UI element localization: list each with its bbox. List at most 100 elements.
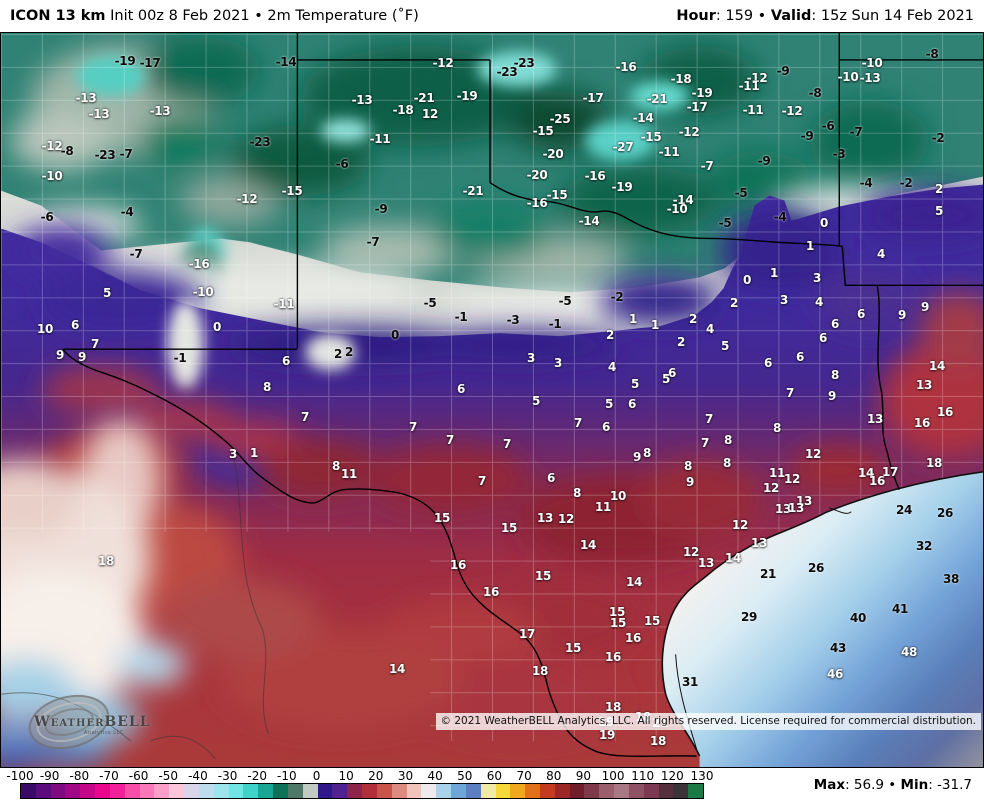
colorbar-segment xyxy=(673,784,689,798)
colorbar-tick-label: 20 xyxy=(368,769,384,783)
colorbar-tick-label: -50 xyxy=(158,769,179,783)
colorbar-segment xyxy=(302,784,318,798)
colorbar-segment xyxy=(109,784,125,798)
header-bar: ICON 13 km Init 00z 8 Feb 2021 • 2m Temp… xyxy=(0,0,984,32)
colorbar-tick-label: -90 xyxy=(39,769,60,783)
colorbar-segment xyxy=(347,784,363,798)
colorbar-segment xyxy=(628,784,644,798)
header-valid: Hour: 159 • Valid: 15z Sun 14 Feb 2021 xyxy=(676,8,974,24)
temperature-map[interactable] xyxy=(0,32,984,768)
header-bullet-2: • xyxy=(757,8,767,24)
model-name: ICON 13 km xyxy=(10,8,106,24)
colorbar-tick-label: -40 xyxy=(188,769,208,783)
colorbar-segment xyxy=(436,784,452,798)
colorbar-tick-label: 80 xyxy=(546,769,562,783)
max-min-readout: Max: 56.9 • Min: -31.7 xyxy=(814,777,972,793)
colorbar-segment xyxy=(599,784,615,798)
colorbar-segment xyxy=(65,784,81,798)
colorbar-tick-label: 60 xyxy=(486,769,503,783)
colorbar-segment xyxy=(614,784,629,798)
colorbar-segment xyxy=(80,784,96,798)
colorbar-tick-label: -80 xyxy=(69,769,90,783)
colorbar-tick-label: 50 xyxy=(457,769,473,783)
colorbar-segment xyxy=(451,784,466,798)
colorbar-segment xyxy=(495,784,511,798)
colorbar-ticks: -100 -90 -80 -70 -60 -50 -40 -30 -20 -10 0 10 20 30 40… xyxy=(0,769,760,783)
colorbar-tick-label: -70 xyxy=(99,769,119,783)
logo-subtext: Analytics LLC xyxy=(84,730,124,736)
colorbar-segment xyxy=(35,784,51,798)
colorbar-segment xyxy=(243,784,259,798)
colorbar-segment xyxy=(584,784,600,798)
colorbar-segment xyxy=(258,784,274,798)
colorbar-tick-label: 130 xyxy=(690,769,714,783)
colorbar-segment xyxy=(525,784,540,798)
max-value: : 56.9 xyxy=(845,777,889,793)
max-label: Max xyxy=(813,777,846,793)
colorbar-segment xyxy=(21,784,36,798)
colorbar-segment xyxy=(658,784,674,798)
colorbar-tick-label: 30 xyxy=(397,769,414,783)
colorbar xyxy=(20,783,704,799)
colorbar-segment xyxy=(480,784,496,798)
colorbar-segment xyxy=(213,784,229,798)
footer-bullet: • xyxy=(888,777,897,793)
colorbar-tick-label: -10 xyxy=(277,769,297,783)
init-time: Init 00z 8 Feb 2021 xyxy=(105,8,255,24)
colorbar-segment xyxy=(376,784,392,798)
temperature-field-svg xyxy=(1,33,983,767)
colorbar-segment xyxy=(273,784,288,798)
colorbar-tick-label: 40 xyxy=(427,769,443,783)
weatherbell-logo: WeatherBELL Analytics LLC xyxy=(20,686,150,758)
header-title: ICON 13 km Init 00z 8 Feb 2021 • 2m Temp… xyxy=(10,8,419,24)
colorbar-tick-label: 90 xyxy=(575,769,592,783)
hour-value: : 159 xyxy=(715,8,758,24)
colorbar-segment xyxy=(465,784,481,798)
colorbar-segment xyxy=(688,784,704,798)
copyright-notice: © 2021 WeatherBELL Analytics, LLC. All r… xyxy=(435,713,981,730)
valid-label: Valid xyxy=(770,8,812,24)
colorbar-tick-label: -30 xyxy=(217,769,238,783)
colorbar-segment xyxy=(391,784,407,798)
colorbar-segment xyxy=(317,784,333,798)
colorbar-tick-label: 70 xyxy=(516,769,532,783)
colorbar-segment xyxy=(198,784,214,798)
colorbar-tick-label: 10 xyxy=(338,769,354,783)
logo-text: WeatherBELL xyxy=(34,714,151,730)
colorbar-segment xyxy=(643,784,659,798)
header-bullet: • xyxy=(254,8,263,24)
colorbar-segment xyxy=(169,784,185,798)
colorbar-segment xyxy=(569,784,585,798)
footer-bar: -100 -90 -80 -70 -60 -50 -40 -30 -20 -10 0 10 20 30 40… xyxy=(0,768,984,808)
colorbar-tick-label: 110 xyxy=(631,769,655,783)
colorbar-tick-label: -20 xyxy=(247,769,268,783)
colorbar-segment xyxy=(154,784,170,798)
valid-value: : 15z Sun 14 Feb 2021 xyxy=(811,8,974,24)
product-name: 2m Temperature (˚F) xyxy=(262,8,419,24)
coastline xyxy=(661,471,983,757)
colorbar-segment xyxy=(510,784,526,798)
colorbar-tick-label: 0 xyxy=(312,769,321,783)
colorbar-segment xyxy=(362,784,377,798)
colorbar-tick-label: 120 xyxy=(660,769,684,783)
min-label: Min xyxy=(900,777,929,793)
colorbar-segment xyxy=(184,784,199,798)
colorbar-segment xyxy=(139,784,155,798)
colorbar-tick-label: 100 xyxy=(601,769,625,783)
colorbar-tick-label: -100 xyxy=(6,769,34,783)
hour-label: Hour xyxy=(676,8,716,24)
colorbar-segment xyxy=(95,784,110,798)
colorbar-segment xyxy=(421,784,437,798)
colorbar-tick-label: -60 xyxy=(128,769,149,783)
colorbar-segment xyxy=(124,784,140,798)
colorbar-segment xyxy=(554,784,570,798)
colorbar-segment xyxy=(539,784,555,798)
colorbar-segment xyxy=(332,784,348,798)
colorbar-segment xyxy=(406,784,422,798)
min-value: : -31.7 xyxy=(928,777,972,793)
gulf-water xyxy=(662,471,983,767)
colorbar-segment xyxy=(287,784,303,798)
colorbar-segment xyxy=(228,784,244,798)
colorbar-segment xyxy=(50,784,66,798)
